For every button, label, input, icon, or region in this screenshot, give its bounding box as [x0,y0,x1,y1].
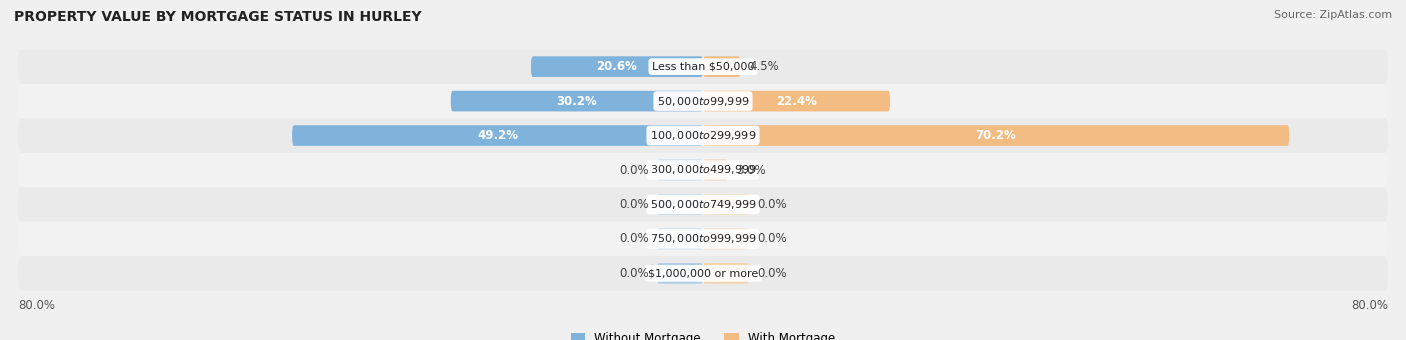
Text: 0.0%: 0.0% [619,198,648,211]
Text: $300,000 to $499,999: $300,000 to $499,999 [650,164,756,176]
FancyBboxPatch shape [451,91,703,112]
FancyBboxPatch shape [18,187,1388,222]
Text: $1,000,000 or more: $1,000,000 or more [648,268,758,278]
FancyBboxPatch shape [703,56,741,77]
FancyBboxPatch shape [18,153,1388,187]
Text: PROPERTY VALUE BY MORTGAGE STATUS IN HURLEY: PROPERTY VALUE BY MORTGAGE STATUS IN HUR… [14,10,422,24]
FancyBboxPatch shape [657,228,703,249]
FancyBboxPatch shape [531,56,703,77]
FancyBboxPatch shape [18,222,1388,256]
Text: 3.0%: 3.0% [737,164,766,176]
Text: $750,000 to $999,999: $750,000 to $999,999 [650,233,756,245]
FancyBboxPatch shape [18,118,1388,153]
FancyBboxPatch shape [657,160,703,180]
Text: 22.4%: 22.4% [776,95,817,107]
Text: $50,000 to $99,999: $50,000 to $99,999 [657,95,749,107]
FancyBboxPatch shape [657,263,703,284]
FancyBboxPatch shape [703,91,890,112]
Text: 0.0%: 0.0% [619,164,648,176]
FancyBboxPatch shape [703,160,728,180]
FancyBboxPatch shape [18,84,1388,118]
FancyBboxPatch shape [703,194,749,215]
FancyBboxPatch shape [703,263,749,284]
Text: Source: ZipAtlas.com: Source: ZipAtlas.com [1274,10,1392,20]
Text: 0.0%: 0.0% [758,267,787,280]
Text: Less than $50,000: Less than $50,000 [652,62,754,72]
Text: 80.0%: 80.0% [18,299,55,312]
Legend: Without Mortgage, With Mortgage: Without Mortgage, With Mortgage [567,328,839,340]
Text: 4.5%: 4.5% [749,60,779,73]
Text: 80.0%: 80.0% [1351,299,1388,312]
FancyBboxPatch shape [657,194,703,215]
Text: 0.0%: 0.0% [619,233,648,245]
Text: 0.0%: 0.0% [758,198,787,211]
FancyBboxPatch shape [18,49,1388,84]
FancyBboxPatch shape [18,256,1388,291]
Text: 0.0%: 0.0% [619,267,648,280]
FancyBboxPatch shape [292,125,703,146]
Text: $500,000 to $749,999: $500,000 to $749,999 [650,198,756,211]
Text: 30.2%: 30.2% [557,95,598,107]
Text: 49.2%: 49.2% [477,129,517,142]
Text: 0.0%: 0.0% [758,233,787,245]
FancyBboxPatch shape [703,125,1289,146]
Text: 20.6%: 20.6% [596,60,637,73]
Text: $100,000 to $299,999: $100,000 to $299,999 [650,129,756,142]
FancyBboxPatch shape [703,228,749,249]
Text: 70.2%: 70.2% [976,129,1017,142]
